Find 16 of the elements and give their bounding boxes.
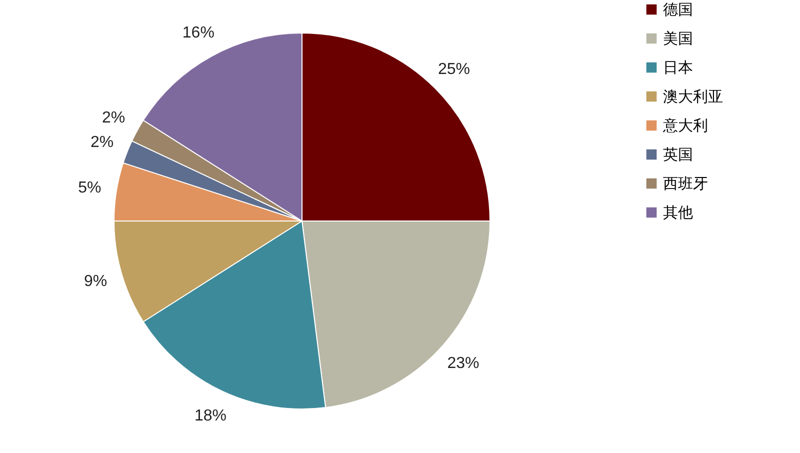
data-label: 16% [182, 24, 214, 42]
legend-label: 西班牙 [663, 174, 708, 192]
data-label: 23% [447, 355, 480, 372]
legend-label: 意大利 [662, 116, 708, 134]
data-label: 2% [90, 134, 114, 151]
legend-label: 美国 [663, 30, 693, 48]
data-label: 9% [84, 272, 108, 290]
legend-label: 英国 [663, 146, 693, 164]
data-label: 5% [78, 179, 102, 196]
legend-label: 澳大利亚 [663, 88, 723, 106]
data-label: 18% [194, 408, 226, 425]
legend-label: 其他 [663, 204, 693, 222]
data-label: 25% [438, 60, 470, 78]
data-label: 2% [102, 109, 126, 126]
legend-label: 日本 [663, 58, 693, 76]
legend-label: 德国 [663, 0, 693, 18]
